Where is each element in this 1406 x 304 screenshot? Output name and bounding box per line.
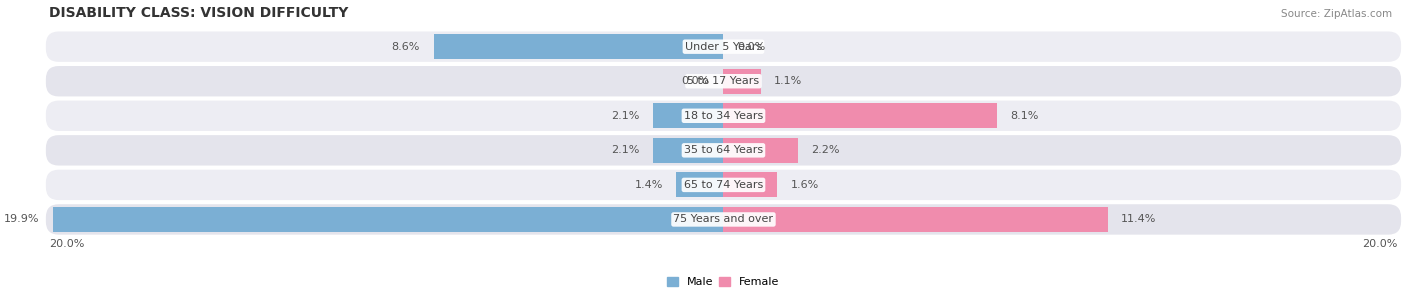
FancyBboxPatch shape — [46, 101, 1402, 131]
Bar — [52, 207, 724, 232]
Text: DISABILITY CLASS: VISION DIFFICULTY: DISABILITY CLASS: VISION DIFFICULTY — [49, 5, 349, 19]
Bar — [652, 138, 724, 163]
Bar — [724, 172, 778, 197]
Text: 5 to 17 Years: 5 to 17 Years — [688, 76, 759, 86]
Text: 35 to 64 Years: 35 to 64 Years — [683, 145, 763, 155]
Text: 8.1%: 8.1% — [1010, 111, 1039, 121]
Bar — [724, 138, 797, 163]
Bar — [724, 69, 761, 94]
Text: 65 to 74 Years: 65 to 74 Years — [683, 180, 763, 190]
Text: 2.2%: 2.2% — [811, 145, 839, 155]
Text: 19.9%: 19.9% — [4, 214, 39, 224]
Text: 18 to 34 Years: 18 to 34 Years — [683, 111, 763, 121]
Text: 11.4%: 11.4% — [1121, 214, 1157, 224]
Text: Under 5 Years: Under 5 Years — [685, 42, 762, 52]
Text: 20.0%: 20.0% — [1362, 240, 1398, 250]
Text: 1.6%: 1.6% — [792, 180, 820, 190]
Text: Source: ZipAtlas.com: Source: ZipAtlas.com — [1281, 9, 1392, 19]
FancyBboxPatch shape — [46, 204, 1402, 235]
Bar — [433, 34, 724, 59]
Text: 0.0%: 0.0% — [682, 76, 710, 86]
Text: 1.4%: 1.4% — [634, 180, 662, 190]
Bar — [724, 103, 997, 128]
Bar — [724, 207, 1108, 232]
Text: 8.6%: 8.6% — [392, 42, 420, 52]
Text: 2.1%: 2.1% — [610, 111, 640, 121]
Legend: Male, Female: Male, Female — [662, 273, 785, 292]
FancyBboxPatch shape — [46, 32, 1402, 62]
FancyBboxPatch shape — [46, 170, 1402, 200]
Text: 1.1%: 1.1% — [775, 76, 803, 86]
Text: 75 Years and over: 75 Years and over — [673, 214, 773, 224]
FancyBboxPatch shape — [46, 66, 1402, 96]
Text: 0.0%: 0.0% — [737, 42, 765, 52]
FancyBboxPatch shape — [46, 135, 1402, 166]
Bar — [676, 172, 724, 197]
Text: 2.1%: 2.1% — [610, 145, 640, 155]
Bar — [652, 103, 724, 128]
Text: 20.0%: 20.0% — [49, 240, 84, 250]
